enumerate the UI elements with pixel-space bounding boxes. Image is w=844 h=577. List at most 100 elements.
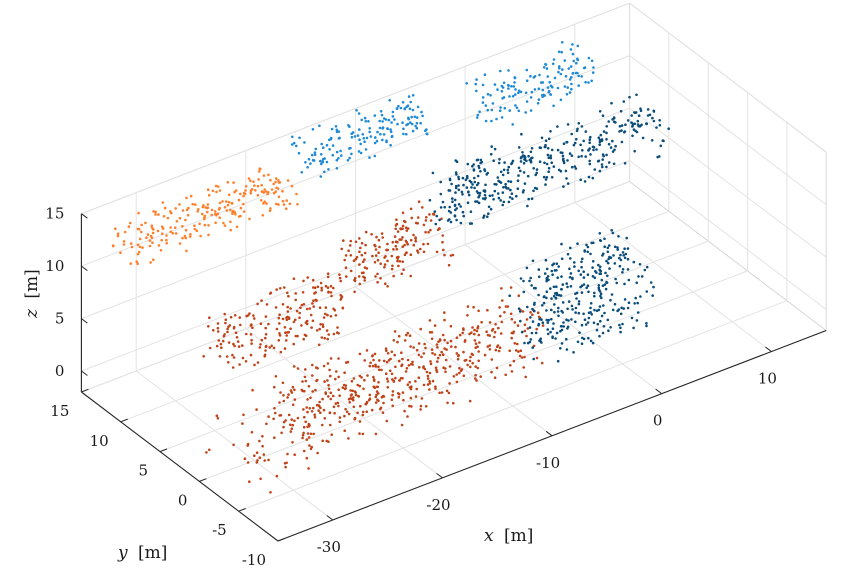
data-point	[249, 333, 253, 336]
data-point	[394, 376, 397, 380]
data-point	[546, 153, 550, 157]
data-point	[318, 400, 321, 404]
data-point	[303, 415, 306, 419]
data-point	[400, 423, 404, 427]
data-point	[405, 251, 408, 254]
wall-grid-line	[629, 55, 827, 205]
data-point	[381, 236, 385, 239]
y-tick-label: -10	[242, 551, 266, 569]
data-point	[524, 375, 527, 379]
data-point	[584, 130, 588, 133]
data-point	[529, 160, 533, 164]
data-point	[588, 162, 592, 166]
data-point	[448, 382, 451, 385]
data-point	[358, 432, 361, 435]
data-point	[358, 237, 361, 240]
data-point	[319, 411, 322, 415]
data-point	[319, 323, 322, 326]
data-point	[529, 338, 533, 341]
data-point	[561, 68, 564, 71]
data-point	[335, 158, 339, 162]
data-point	[256, 459, 259, 462]
data-point	[292, 277, 296, 281]
data-point	[449, 220, 453, 224]
data-point	[541, 81, 545, 84]
data-point	[425, 128, 428, 131]
data-point	[454, 186, 458, 190]
data-point	[590, 59, 594, 63]
data-point	[613, 302, 617, 306]
data-point	[239, 323, 242, 327]
data-point	[578, 331, 581, 335]
data-point	[610, 229, 613, 232]
data-point	[360, 271, 364, 275]
data-point	[242, 194, 245, 198]
data-point	[622, 100, 626, 103]
data-point	[438, 218, 441, 222]
data-point	[580, 265, 583, 269]
data-point	[276, 187, 280, 190]
data-point	[379, 277, 382, 280]
data-point	[244, 189, 247, 192]
data-point	[409, 253, 413, 256]
data-point	[286, 331, 289, 334]
data-point	[593, 308, 596, 312]
data-point	[368, 127, 372, 130]
data-point	[349, 254, 353, 257]
data-point	[232, 443, 235, 447]
data-point	[481, 101, 485, 104]
data-point	[553, 76, 557, 80]
data-point	[273, 436, 276, 440]
data-point	[434, 222, 438, 226]
data-point	[417, 353, 421, 357]
data-point	[292, 365, 296, 368]
data-point	[236, 340, 240, 343]
data-point	[450, 182, 453, 186]
data-point	[473, 180, 477, 184]
data-point	[566, 86, 569, 89]
data-point	[285, 199, 289, 202]
data-point	[516, 179, 520, 182]
data-point	[511, 95, 515, 98]
data-point	[377, 365, 380, 369]
data-point	[358, 384, 362, 388]
data-point	[405, 229, 409, 232]
data-point	[243, 457, 247, 461]
data-point	[265, 202, 268, 205]
data-point	[363, 140, 366, 143]
data-point	[474, 342, 478, 346]
data-point	[522, 161, 526, 165]
data-point	[306, 432, 310, 435]
data-point	[245, 314, 248, 318]
data-point	[294, 334, 298, 338]
data-point	[479, 158, 483, 162]
data-point	[281, 317, 285, 321]
data-point	[603, 283, 607, 286]
data-point	[277, 339, 281, 342]
data-point	[457, 188, 461, 192]
data-point	[502, 81, 506, 85]
data-point	[402, 219, 406, 223]
data-point	[546, 147, 550, 150]
data-point	[414, 395, 418, 398]
data-point	[489, 152, 493, 156]
data-point	[557, 65, 561, 68]
data-point	[286, 452, 289, 456]
x-tick-label: -10	[536, 454, 560, 472]
x-tick-label: -20	[426, 496, 450, 514]
data-point	[374, 275, 377, 278]
data-point	[352, 398, 355, 402]
data-point	[385, 248, 388, 252]
data-point	[561, 158, 565, 161]
data-point	[391, 264, 394, 268]
data-point	[301, 389, 305, 393]
data-point	[406, 122, 410, 126]
data-point	[492, 159, 496, 162]
data-point	[424, 405, 428, 408]
data-point	[301, 291, 305, 294]
data-point	[394, 365, 397, 369]
data-point	[336, 326, 339, 329]
data-point	[338, 394, 341, 398]
data-point	[445, 348, 448, 351]
data-point	[545, 276, 549, 280]
